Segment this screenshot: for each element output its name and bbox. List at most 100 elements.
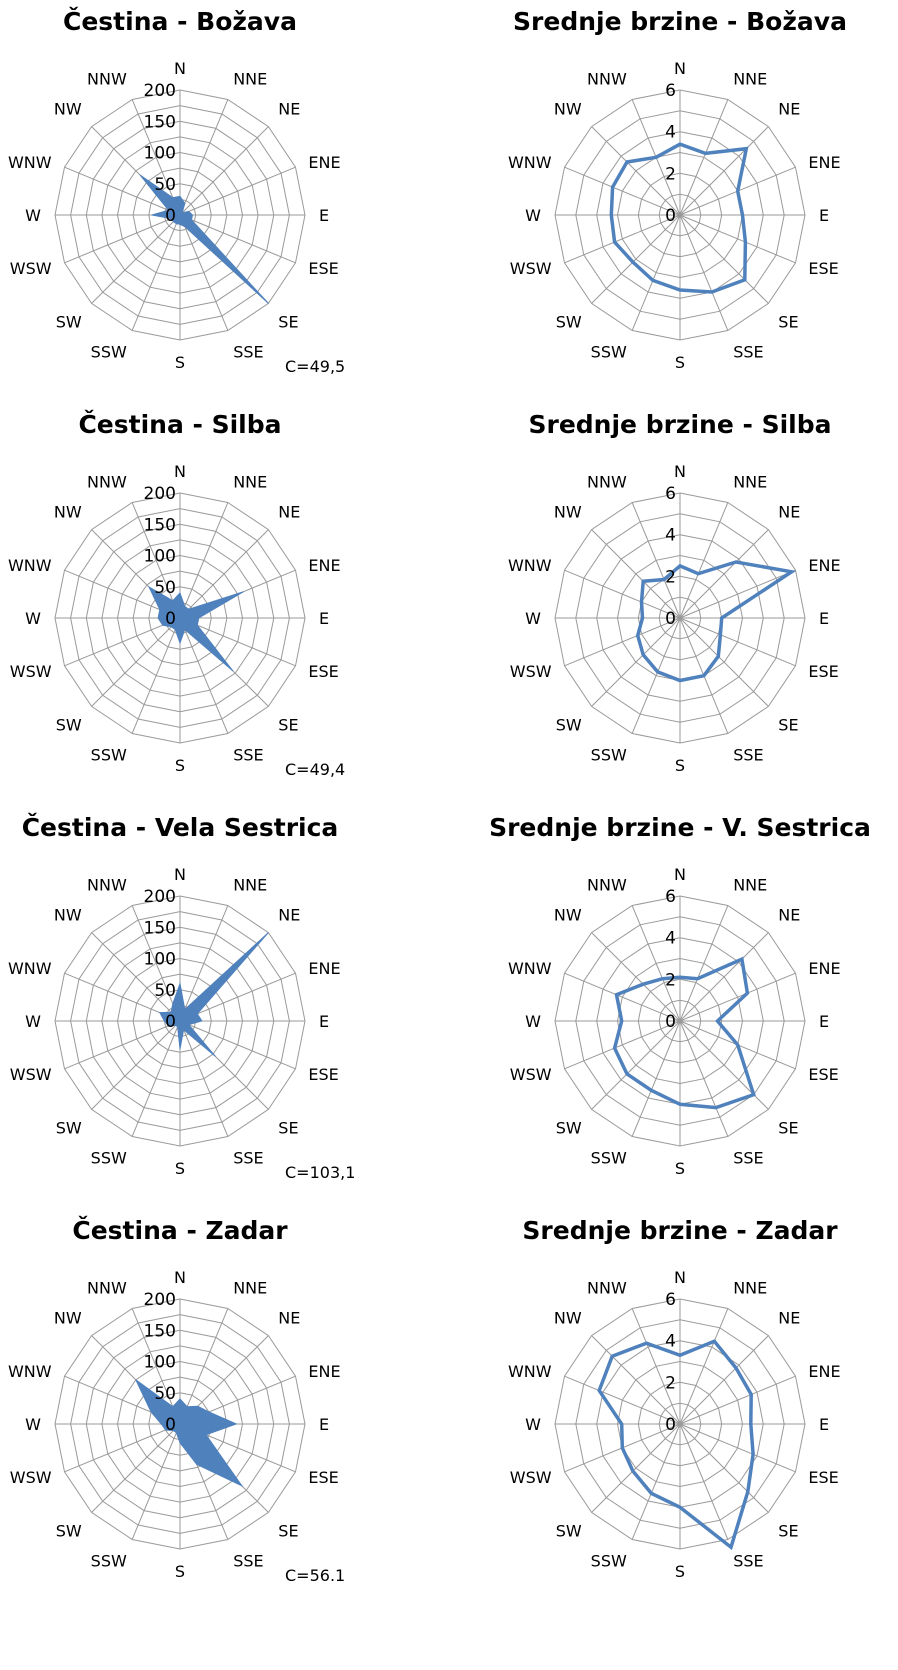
direction-label: SSW — [91, 745, 127, 764]
direction-label: NW — [554, 503, 582, 522]
direction-label: SE — [278, 1521, 298, 1540]
direction-label: NW — [54, 503, 82, 522]
grid-spoke — [631, 905, 681, 1022]
direction-label: SSE — [733, 745, 763, 764]
chart-panel-8: Srednje brzine - Zadar 0 2 4 6 N NNE NE ENE E ESE S… — [500, 1209, 898, 1624]
chart-title: Srednje brzine - Zadar — [522, 1216, 838, 1245]
direction-label: ENE — [808, 959, 840, 978]
radial-tick-label: 200 — [144, 484, 176, 504]
grid-spoke — [679, 99, 729, 216]
grid-spoke — [679, 617, 769, 707]
direction-label: WSW — [10, 1065, 52, 1084]
direction-label: WSW — [10, 1468, 52, 1487]
chart-svg-8: Srednje brzine - Zadar 0 2 4 6 N NNE NE ENE E ESE S… — [508, 1216, 841, 1581]
grid-spoke — [564, 1375, 681, 1425]
radial-tick-label: 50 — [154, 578, 176, 598]
radial-tick-label: 50 — [154, 175, 176, 195]
grid-spoke — [679, 1423, 796, 1473]
direction-label: SSE — [233, 1148, 263, 1167]
direction-label: NNW — [587, 876, 627, 895]
radial-tick-label: 200 — [144, 81, 176, 101]
radial-tick-label: 0 — [165, 206, 176, 226]
grid-spoke — [679, 1423, 729, 1540]
grid-spoke — [64, 166, 181, 216]
radial-tick-label: 150 — [144, 515, 176, 535]
direction-label: S — [175, 353, 185, 372]
grid-spoke — [679, 126, 769, 216]
grid-spoke — [679, 1423, 769, 1513]
direction-label: SSE — [733, 342, 763, 361]
grid-spoke — [591, 529, 681, 619]
direction-label: ESE — [308, 259, 338, 278]
direction-label: SSE — [233, 1551, 263, 1570]
radial-tick-label: 100 — [144, 144, 176, 164]
direction-label: SSW — [591, 1551, 627, 1570]
direction-label: WSW — [510, 1065, 552, 1084]
grid-spoke — [179, 99, 229, 216]
grid-spoke — [131, 1308, 181, 1425]
radial-tick-label: 6 — [665, 887, 676, 907]
grid-spoke — [679, 529, 769, 619]
direction-label: ESE — [808, 662, 838, 681]
direction-label: NW — [554, 1309, 582, 1328]
direction-label: S — [675, 756, 685, 775]
grid-spoke — [131, 99, 181, 216]
direction-label: W — [25, 609, 41, 628]
grid-spoke — [564, 1020, 681, 1070]
direction-label: SW — [556, 1118, 582, 1137]
grid-spoke — [179, 214, 229, 331]
direction-label: NE — [278, 100, 300, 119]
grid-spoke — [564, 617, 681, 667]
radial-tick-label: 0 — [665, 1415, 676, 1435]
radial-tick-label: 4 — [665, 123, 676, 143]
grid-spoke — [179, 905, 229, 1022]
radial-tick-label: 200 — [144, 1290, 176, 1310]
grid-spoke — [591, 1423, 681, 1513]
grid-spoke — [179, 214, 296, 264]
grid-spoke — [179, 1308, 229, 1425]
radial-tick-label: 4 — [665, 526, 676, 546]
radial-tick-label: 100 — [144, 547, 176, 567]
chart-svg-4: Srednje brzine - Silba 0 2 4 6 N NNE NE ENE E ESE S… — [508, 410, 841, 775]
chart-panel-5: Čestina - Vela Sestrica 0 50 100 150 200 N NNE N… — [0, 806, 449, 1221]
grid-spoke — [179, 502, 229, 619]
radial-tick-label: 2 — [665, 970, 676, 990]
grid-spoke — [631, 1423, 681, 1540]
direction-label: NW — [554, 906, 582, 925]
direction-label: SW — [56, 1521, 82, 1540]
series-area — [147, 585, 244, 672]
radial-tick-label: 2 — [665, 1373, 676, 1393]
direction-label: NE — [778, 906, 800, 925]
radial-tick-label: 100 — [144, 950, 176, 970]
direction-label: SE — [778, 1118, 798, 1137]
direction-label: ESE — [808, 1065, 838, 1084]
direction-label: WNW — [8, 153, 52, 172]
direction-label: NE — [278, 1309, 300, 1328]
direction-label: E — [319, 1415, 329, 1434]
direction-label: NNW — [587, 473, 627, 492]
grid-spoke — [679, 932, 769, 1022]
direction-label: NNW — [587, 1279, 627, 1298]
direction-label: SE — [278, 715, 298, 734]
direction-label: SE — [278, 312, 298, 331]
calm-annotation: C=103,1 — [285, 1163, 355, 1182]
direction-label: SSW — [591, 1148, 627, 1167]
direction-label: W — [525, 1415, 541, 1434]
grid-spoke — [591, 1335, 681, 1425]
chart-panel-1: Čestina - Božava 0 50 100 150 200 N NNE NE ENE E ES… — [0, 0, 449, 415]
grid-spoke — [564, 166, 681, 216]
grid-spoke — [564, 569, 681, 619]
radial-tick-label: 0 — [665, 609, 676, 629]
grid-spoke — [91, 1020, 181, 1110]
direction-label: SSW — [591, 745, 627, 764]
grid-spoke — [179, 617, 229, 734]
grid-spoke — [679, 214, 729, 331]
grid-spoke — [131, 214, 181, 331]
chart-title: Čestina - Silba — [78, 409, 281, 439]
direction-label: ESE — [808, 259, 838, 278]
direction-label: WNW — [508, 556, 552, 575]
radial-tick-label: 2 — [665, 164, 676, 184]
grid-spoke — [591, 126, 681, 216]
direction-label: SW — [56, 1118, 82, 1137]
direction-label: N — [174, 59, 186, 78]
